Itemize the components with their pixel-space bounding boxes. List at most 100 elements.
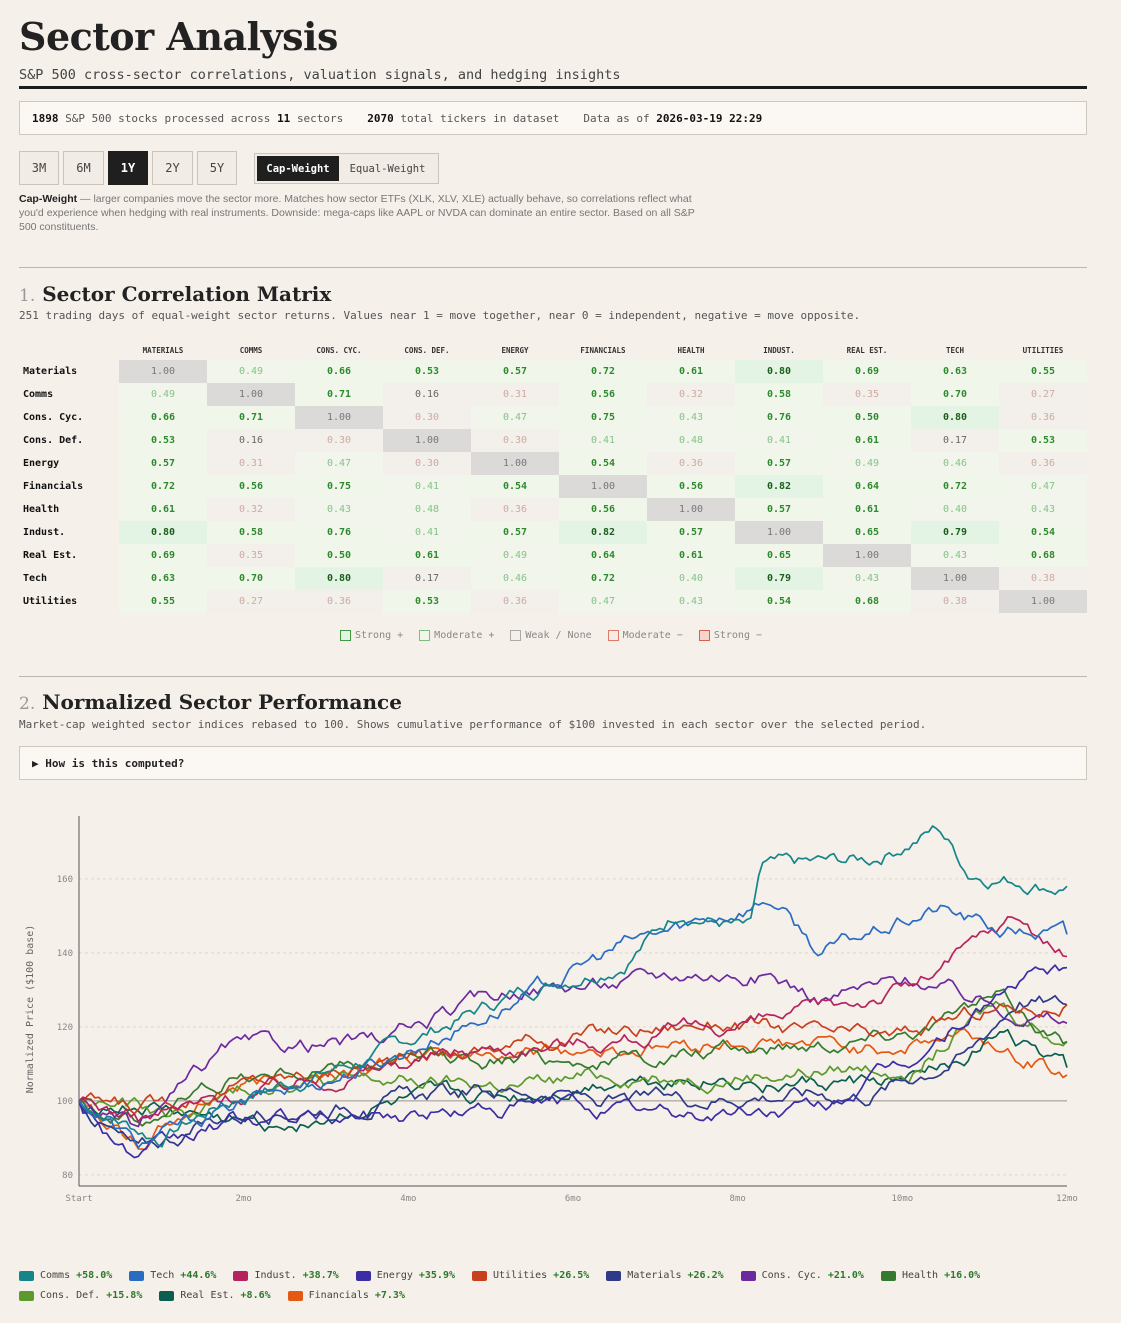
matrix-row: Utilities 0.55 0.27 0.36 0.53 0.36 0.47 0.43 0.5… (19, 590, 1087, 613)
page-subtitle: S&P 500 cross-sector correlations, valua… (19, 67, 621, 83)
correlation-section-title: 1. Sector Correlation Matrix (19, 282, 331, 306)
header-divider (19, 86, 1087, 89)
matrix-cell: 0.57 (735, 452, 823, 475)
matrix-column-header: MATERIALS (142, 345, 184, 355)
x-tick-label: 8mo (730, 1194, 746, 1204)
series-legend-item[interactable]: Utilities +26.5% (471, 1270, 589, 1281)
series-return: +35.9% (418, 1270, 455, 1281)
series-legend-item[interactable]: Comms +58.0% (19, 1270, 112, 1281)
series-color-swatch (287, 1290, 303, 1301)
equal-weight-button[interactable]: Equal-Weight (349, 162, 426, 175)
series-line-comms (78, 825, 1068, 1148)
matrix-row-label: Utilities (23, 596, 78, 607)
matrix-corner (19, 340, 119, 360)
matrix-cell: 0.82 (559, 521, 647, 544)
matrix-cell: 0.55 (999, 360, 1087, 383)
matrix-cell: 0.68 (999, 544, 1087, 567)
series-return: +8.6% (240, 1290, 271, 1301)
stocks-info: 1898 S&P 500 stocks processed across 11 … (32, 112, 343, 125)
series-line-tech (78, 901, 1068, 1149)
series-legend-item[interactable]: Real Est. +8.6% (159, 1290, 271, 1301)
matrix-cell: 0.61 (823, 498, 911, 521)
y-axis-label: Normalized Price ($100 base) (25, 925, 36, 1094)
legend-swatch (340, 630, 351, 641)
asof-info: Data as of 2026-03-19 22:29 (583, 112, 762, 125)
series-legend-item[interactable]: Financials +7.3% (287, 1290, 405, 1301)
series-color-swatch (129, 1270, 145, 1281)
series-name: Health (901, 1270, 939, 1281)
matrix-cell: 0.56 (647, 475, 735, 498)
matrix-row-label: Energy (23, 458, 60, 469)
matrix-column-header: TECH (945, 345, 965, 355)
period-button-3m[interactable]: 3M (19, 151, 59, 185)
section-title-text: Sector Correlation Matrix (42, 282, 332, 306)
weighting-note: Cap-Weight — larger companies move the s… (19, 192, 709, 234)
series-legend-item[interactable]: Cons. Def. +15.8% (19, 1290, 142, 1301)
matrix-cell: 0.65 (735, 544, 823, 567)
matrix-cell: 0.56 (207, 475, 295, 498)
matrix-cell: 0.27 (207, 590, 295, 613)
series-legend-item[interactable]: Materials +26.2% (606, 1270, 724, 1281)
matrix-cell: 0.36 (471, 590, 559, 613)
series-legend-item[interactable]: Indust. +38.7% (233, 1270, 339, 1281)
legend-label: Weak / None (525, 630, 592, 641)
series-legend-item[interactable]: Health +16.0% (880, 1270, 980, 1281)
series-color-swatch (355, 1270, 371, 1281)
matrix-cell: 0.69 (823, 360, 911, 383)
legend-label: Moderate + (434, 630, 495, 641)
matrix-cell: 0.72 (559, 567, 647, 590)
matrix-cell: 0.61 (647, 360, 735, 383)
matrix-cell: 0.43 (823, 567, 911, 590)
matrix-cell: 1.00 (207, 383, 295, 406)
matrix-row-label: Real Est. (23, 550, 78, 561)
matrix-cell: 0.50 (823, 406, 911, 429)
matrix-cell: 0.76 (295, 521, 383, 544)
matrix-cell: 0.46 (911, 452, 999, 475)
series-legend-item[interactable]: Energy +35.9% (355, 1270, 455, 1281)
correlation-matrix: MATERIALS COMMS CONS. CYC. CONS. DEF. ENERGY… (19, 340, 1087, 613)
period-button-2y[interactable]: 2Y (152, 151, 193, 185)
section-number: 1. (19, 286, 36, 306)
series-legend-item[interactable]: Tech +44.6% (129, 1270, 216, 1281)
section-divider-1 (19, 267, 1087, 268)
matrix-column-header: CONS. CYC. (316, 345, 362, 355)
section-title-text: Normalized Sector Performance (42, 690, 402, 714)
matrix-cell: 1.00 (999, 590, 1087, 613)
matrix-cell: 0.47 (559, 590, 647, 613)
series-legend-item[interactable]: Cons. Cyc. +21.0% (740, 1270, 864, 1281)
legend-swatch (698, 630, 710, 641)
matrix-cell: 0.36 (295, 590, 383, 613)
series-color-swatch (471, 1270, 487, 1281)
period-button-5y[interactable]: 5Y (197, 151, 237, 185)
series-name: Financials (308, 1290, 369, 1301)
series-return: +21.0% (827, 1270, 864, 1281)
series-name: Indust. (254, 1270, 297, 1281)
series-return: +58.0% (76, 1270, 113, 1281)
series-line-utilities (78, 1003, 1068, 1115)
period-button-1y[interactable]: 1Y (108, 151, 148, 185)
matrix-cell: 0.57 (471, 521, 559, 544)
matrix-body: Materials 1.00 0.49 0.66 0.53 0.57 0.72 0.61 0.8… (19, 360, 1087, 613)
matrix-row: Cons. Cyc. 0.66 0.71 1.00 0.30 0.47 0.75 0.43 0.… (19, 406, 1087, 429)
period-button-6m[interactable]: 6M (63, 151, 104, 185)
matrix-row: Comms 0.49 1.00 0.71 0.16 0.31 0.56 0.32 0.58 0.3… (19, 383, 1087, 406)
series-name: Real Est. (180, 1290, 235, 1301)
section-divider-2 (19, 676, 1087, 677)
legend-swatch (510, 630, 522, 641)
series-color-swatch (740, 1270, 756, 1281)
x-tick-label: 2mo (236, 1194, 252, 1204)
matrix-cell: 0.35 (207, 544, 295, 567)
matrix-cell: 0.72 (911, 475, 999, 498)
how-computed-toggle[interactable]: ▶ How is this computed? (19, 746, 1087, 780)
series-line-financials (78, 1027, 1068, 1151)
cap-weight-button[interactable]: Cap-Weight (257, 156, 339, 181)
matrix-cell: 0.30 (295, 429, 383, 452)
matrix-cell: 0.53 (999, 429, 1087, 452)
matrix-row: Tech 0.63 0.70 0.80 0.17 0.46 0.72 0.40 0.79 0.43… (19, 567, 1087, 590)
y-tick-label: 100 (57, 1097, 73, 1107)
matrix-cell: 0.31 (207, 452, 295, 475)
matrix-cell: 0.57 (119, 452, 207, 475)
series-color-swatch (606, 1270, 622, 1281)
matrix-cell: 0.46 (471, 567, 559, 590)
matrix-cell: 1.00 (911, 567, 999, 590)
